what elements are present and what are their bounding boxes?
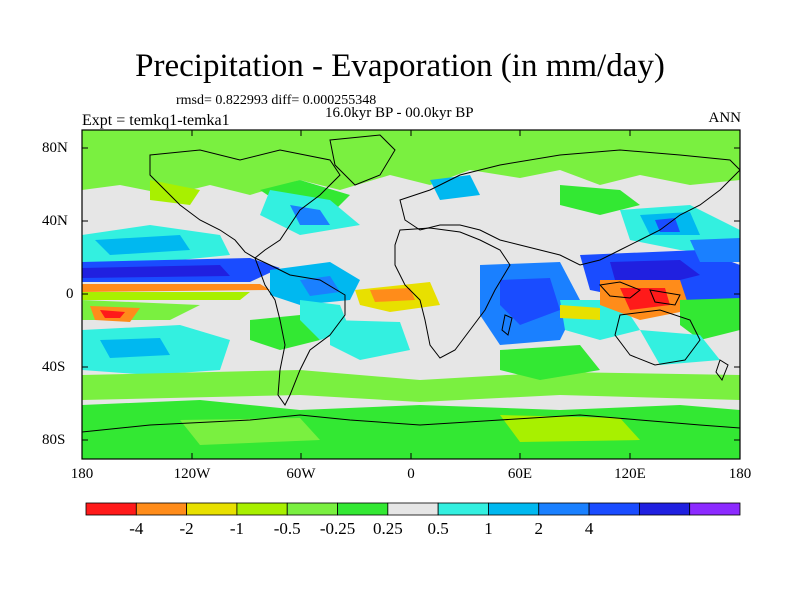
time-period-label: 16.0kyr BP - 00.0kyr BP — [325, 105, 474, 121]
colorbar-swatch — [588, 502, 640, 516]
colorbar-swatch — [236, 502, 288, 516]
lon-tick-label: 180 — [728, 466, 752, 482]
colorbar-swatch — [689, 502, 741, 516]
map-title: Precipitation - Evaporation (in mm/day) — [135, 48, 665, 84]
colorbar-label: 2 — [534, 519, 544, 538]
experiment-label: Expt = temkq1-temka1 — [82, 112, 230, 129]
lon-tick-label: 0 — [407, 466, 415, 482]
lat-tick-label: 40S — [42, 359, 66, 375]
colorbar-label: 0.25 — [372, 519, 403, 538]
colorbar-label: -1 — [229, 519, 245, 538]
lon-tick-label: 120W — [173, 466, 211, 482]
lat-tick-label: 80N — [42, 140, 68, 156]
colorbar-swatch — [85, 502, 137, 516]
lon-tick-label: 60W — [286, 466, 316, 482]
colorbar-label: -0.5 — [273, 519, 301, 538]
colorbar-label: -0.25 — [319, 519, 356, 538]
lat-tick-label: 40N — [42, 213, 68, 229]
season-label: ANN — [708, 110, 742, 126]
colorbar-label: -2 — [179, 519, 194, 538]
colorbar-swatch — [488, 502, 540, 516]
rmsd-diff-stats: rmsd= 0.822993 diff= 0.000255348 — [176, 93, 377, 108]
colorbar — [85, 502, 741, 516]
colorbar-swatch — [337, 502, 389, 516]
coastlines — [82, 134, 740, 433]
colorbar-swatch — [186, 502, 238, 516]
colorbar-swatch — [437, 502, 489, 516]
colorbar-swatch — [286, 502, 338, 516]
colorbar-swatch — [135, 502, 188, 516]
colorbar-label: -4 — [129, 519, 144, 538]
lat-tick-label: 80S — [42, 432, 66, 448]
lon-tick-label: 180 — [70, 466, 94, 482]
axis-ticks — [81, 130, 741, 459]
colorbar-swatch — [638, 502, 691, 516]
colorbar-swatch — [538, 502, 590, 516]
colorbar-label: 1 — [484, 519, 493, 538]
lon-tick-label: 60E — [507, 466, 533, 482]
lat-tick-label: 0 — [66, 286, 74, 302]
colorbar-label: 0.5 — [427, 519, 449, 538]
colorbar-label: 4 — [584, 519, 594, 538]
colorbar-swatch — [387, 502, 439, 516]
lon-tick-label: 120E — [614, 466, 646, 482]
